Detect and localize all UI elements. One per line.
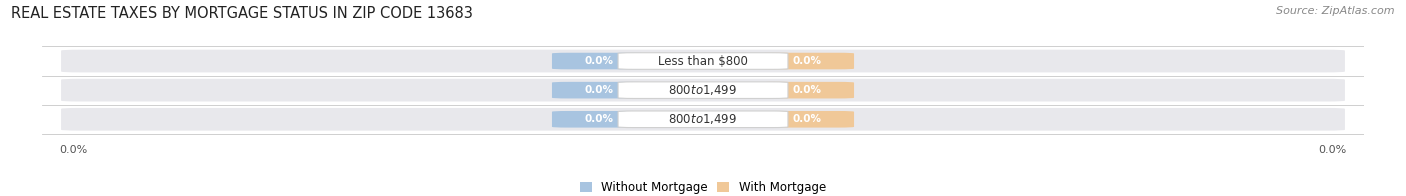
FancyBboxPatch shape bbox=[553, 53, 647, 69]
FancyBboxPatch shape bbox=[759, 111, 853, 128]
FancyBboxPatch shape bbox=[759, 82, 853, 98]
Text: Source: ZipAtlas.com: Source: ZipAtlas.com bbox=[1277, 6, 1395, 16]
Text: 0.0%: 0.0% bbox=[585, 114, 613, 124]
Text: 0.0%: 0.0% bbox=[793, 85, 821, 95]
FancyBboxPatch shape bbox=[60, 50, 1346, 72]
Text: 0.0%: 0.0% bbox=[585, 56, 613, 66]
FancyBboxPatch shape bbox=[619, 111, 787, 128]
Text: REAL ESTATE TAXES BY MORTGAGE STATUS IN ZIP CODE 13683: REAL ESTATE TAXES BY MORTGAGE STATUS IN … bbox=[11, 6, 474, 21]
FancyBboxPatch shape bbox=[60, 79, 1346, 102]
Legend: Without Mortgage, With Mortgage: Without Mortgage, With Mortgage bbox=[575, 176, 831, 196]
FancyBboxPatch shape bbox=[60, 108, 1346, 131]
Text: $800 to $1,499: $800 to $1,499 bbox=[668, 83, 738, 97]
Text: 0.0%: 0.0% bbox=[793, 114, 821, 124]
Text: 0.0%: 0.0% bbox=[793, 56, 821, 66]
Text: Less than $800: Less than $800 bbox=[658, 54, 748, 68]
FancyBboxPatch shape bbox=[553, 111, 647, 128]
FancyBboxPatch shape bbox=[619, 53, 787, 69]
Text: 0.0%: 0.0% bbox=[585, 85, 613, 95]
FancyBboxPatch shape bbox=[553, 82, 647, 98]
FancyBboxPatch shape bbox=[619, 82, 787, 98]
FancyBboxPatch shape bbox=[759, 53, 853, 69]
Text: $800 to $1,499: $800 to $1,499 bbox=[668, 112, 738, 126]
